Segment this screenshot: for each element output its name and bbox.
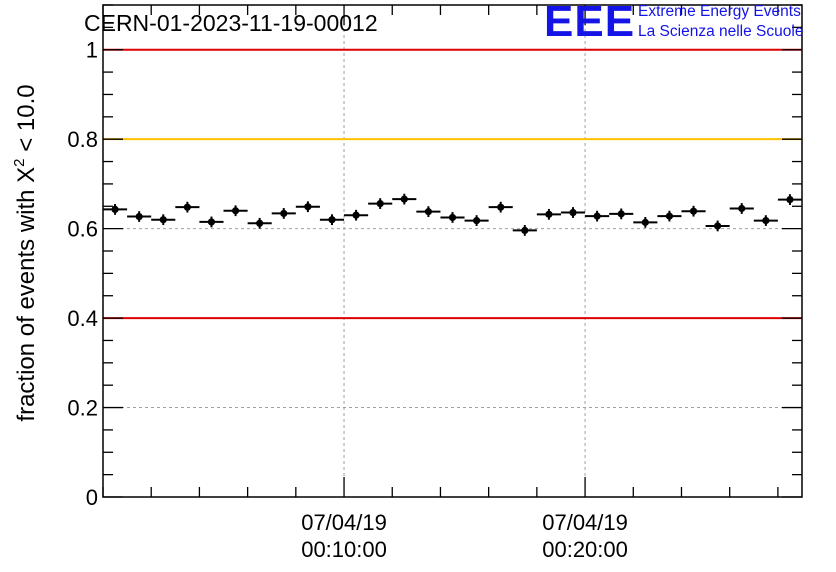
eee-logo: EEE Extreme Energy Events La Scienza nel… <box>544 0 834 46</box>
data-marker <box>256 219 264 227</box>
data-marker <box>135 212 143 221</box>
y-tick-label: 1 <box>86 38 98 63</box>
data-marker <box>352 211 360 219</box>
data-marker <box>280 209 288 218</box>
data-point <box>609 208 634 220</box>
data-point <box>585 210 610 222</box>
data-marker <box>328 216 336 224</box>
y-tick-label: 0 <box>86 485 98 510</box>
data-marker <box>762 216 770 225</box>
data-point <box>560 207 586 218</box>
data-point <box>368 198 393 209</box>
data-marker <box>689 207 698 215</box>
reference-lines <box>103 48 802 320</box>
data-point <box>151 214 176 226</box>
data-point <box>392 193 417 205</box>
data-marker <box>376 199 384 208</box>
data-marker <box>448 213 457 222</box>
data-point <box>199 216 224 228</box>
data-point <box>729 203 754 214</box>
data-point <box>127 211 152 222</box>
axis-ticks <box>102 4 802 498</box>
data-point <box>512 225 537 236</box>
plot-frame <box>102 4 803 498</box>
data-marker <box>207 218 216 226</box>
data-point <box>271 208 296 219</box>
data-point <box>319 214 345 226</box>
data-marker <box>473 216 481 225</box>
logo-line-2: La Scienza nelle Scuole <box>638 23 804 40</box>
grid-layer <box>103 5 802 497</box>
x-tick-label-time: 00:10:00 <box>301 537 387 562</box>
data-point <box>440 212 465 223</box>
data-marker <box>231 207 240 215</box>
y-tick-label: 0.4 <box>67 306 98 331</box>
data-point <box>416 206 441 218</box>
data-points <box>103 193 802 236</box>
data-point <box>247 217 272 229</box>
logo-mark: EEE <box>544 0 636 46</box>
data-point <box>223 205 248 217</box>
data-marker <box>714 222 722 230</box>
data-point <box>488 201 513 213</box>
y-tick-label: 0.8 <box>67 127 98 152</box>
y-tick-labels: 0 0.2 0.4 0.6 0.8 1 <box>67 38 98 510</box>
data-marker <box>617 210 625 218</box>
data-point <box>681 205 706 217</box>
data-marker <box>786 195 794 204</box>
data-point <box>633 217 658 228</box>
data-point <box>657 210 682 222</box>
data-point <box>103 204 128 215</box>
data-marker <box>641 218 649 226</box>
y-tick-label: 0.6 <box>67 217 98 242</box>
data-marker <box>400 195 408 203</box>
logo-line-1: Extreme Energy Events <box>638 3 801 20</box>
data-marker <box>304 203 312 211</box>
run-title: CERN-01-2023-11-19-00012 <box>84 10 378 36</box>
x-tick-label-date: 07/04/19 <box>301 510 387 535</box>
data-marker <box>545 210 553 218</box>
data-point <box>536 208 561 220</box>
data-marker <box>521 226 529 235</box>
data-point <box>777 194 802 205</box>
y-tick-label: 0.2 <box>67 396 98 421</box>
data-marker <box>738 204 746 213</box>
data-marker <box>111 205 119 214</box>
data-marker <box>569 208 577 217</box>
data-marker <box>593 212 601 220</box>
data-marker <box>159 216 167 224</box>
data-point <box>175 201 200 213</box>
data-point <box>464 215 489 226</box>
data-marker <box>424 208 432 216</box>
data-point <box>344 209 369 221</box>
data-point <box>295 201 320 213</box>
y-axis-title: fraction of events with X2 < 10.0 <box>11 84 40 421</box>
data-point <box>753 215 778 226</box>
data-marker <box>665 212 674 220</box>
data-marker <box>497 203 505 211</box>
data-marker <box>183 203 191 211</box>
x-tick-label-date: 07/04/19 <box>542 510 628 535</box>
data-point <box>705 220 730 232</box>
x-tick-label-time: 00:20:00 <box>542 537 628 562</box>
